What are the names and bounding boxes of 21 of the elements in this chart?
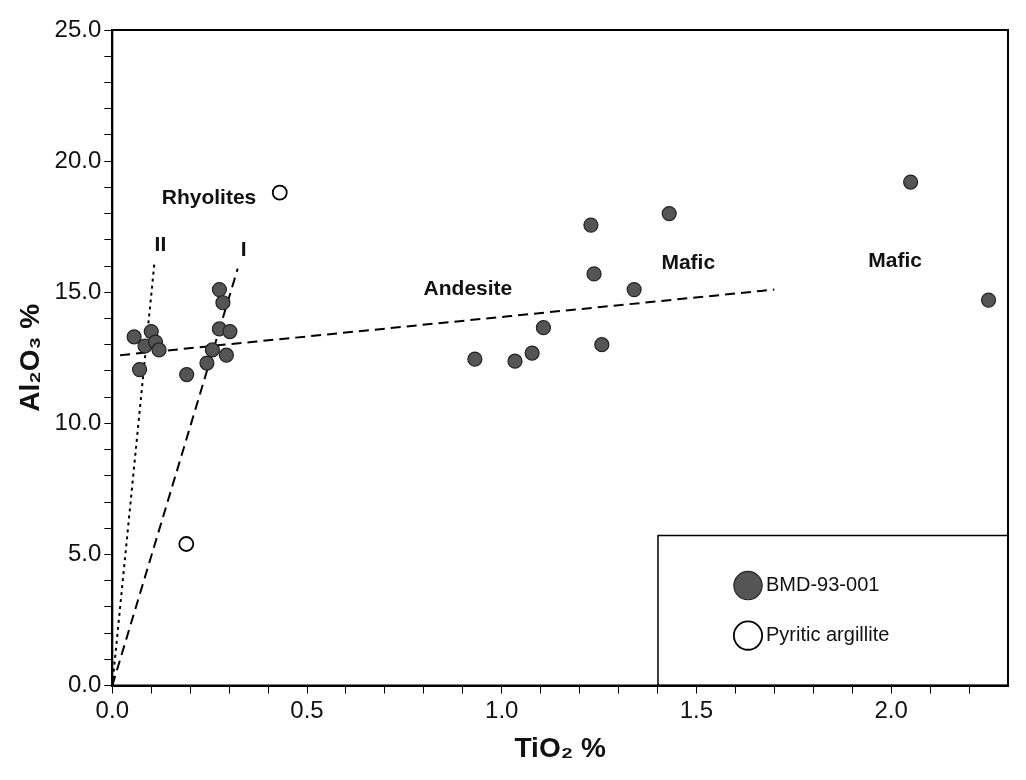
- y-axis-title: Al₂O₃ %: [13, 303, 45, 412]
- y-tick-label: 10.0: [54, 407, 102, 435]
- legend-label: BMD-93-001: [766, 573, 880, 596]
- x-tick-label: 1.0: [485, 695, 519, 723]
- y-tick-label: 25.0: [54, 14, 102, 42]
- legend-label: Pyritic argillite: [766, 623, 890, 646]
- x-tick-label: 0.0: [95, 695, 129, 723]
- y-tick-label: 15.0: [54, 276, 102, 304]
- y-tick-label: 20.0: [54, 145, 102, 173]
- x-tick-label: 0.5: [290, 695, 324, 723]
- annotation: Mafic: [661, 250, 716, 274]
- annotation: Andesite: [423, 276, 513, 300]
- annotation: I: [240, 237, 247, 261]
- x-tick-label: 1.5: [679, 695, 714, 723]
- annotation: II: [154, 232, 167, 256]
- y-tick-label: 0.0: [67, 670, 102, 698]
- annotation: Mafic: [868, 247, 923, 271]
- annotation: Rhyolites: [161, 184, 257, 208]
- y-tick-label: 5.0: [67, 539, 102, 567]
- x-axis-title: TiO₂ %: [514, 731, 606, 763]
- x-tick-label: 2.0: [874, 695, 908, 723]
